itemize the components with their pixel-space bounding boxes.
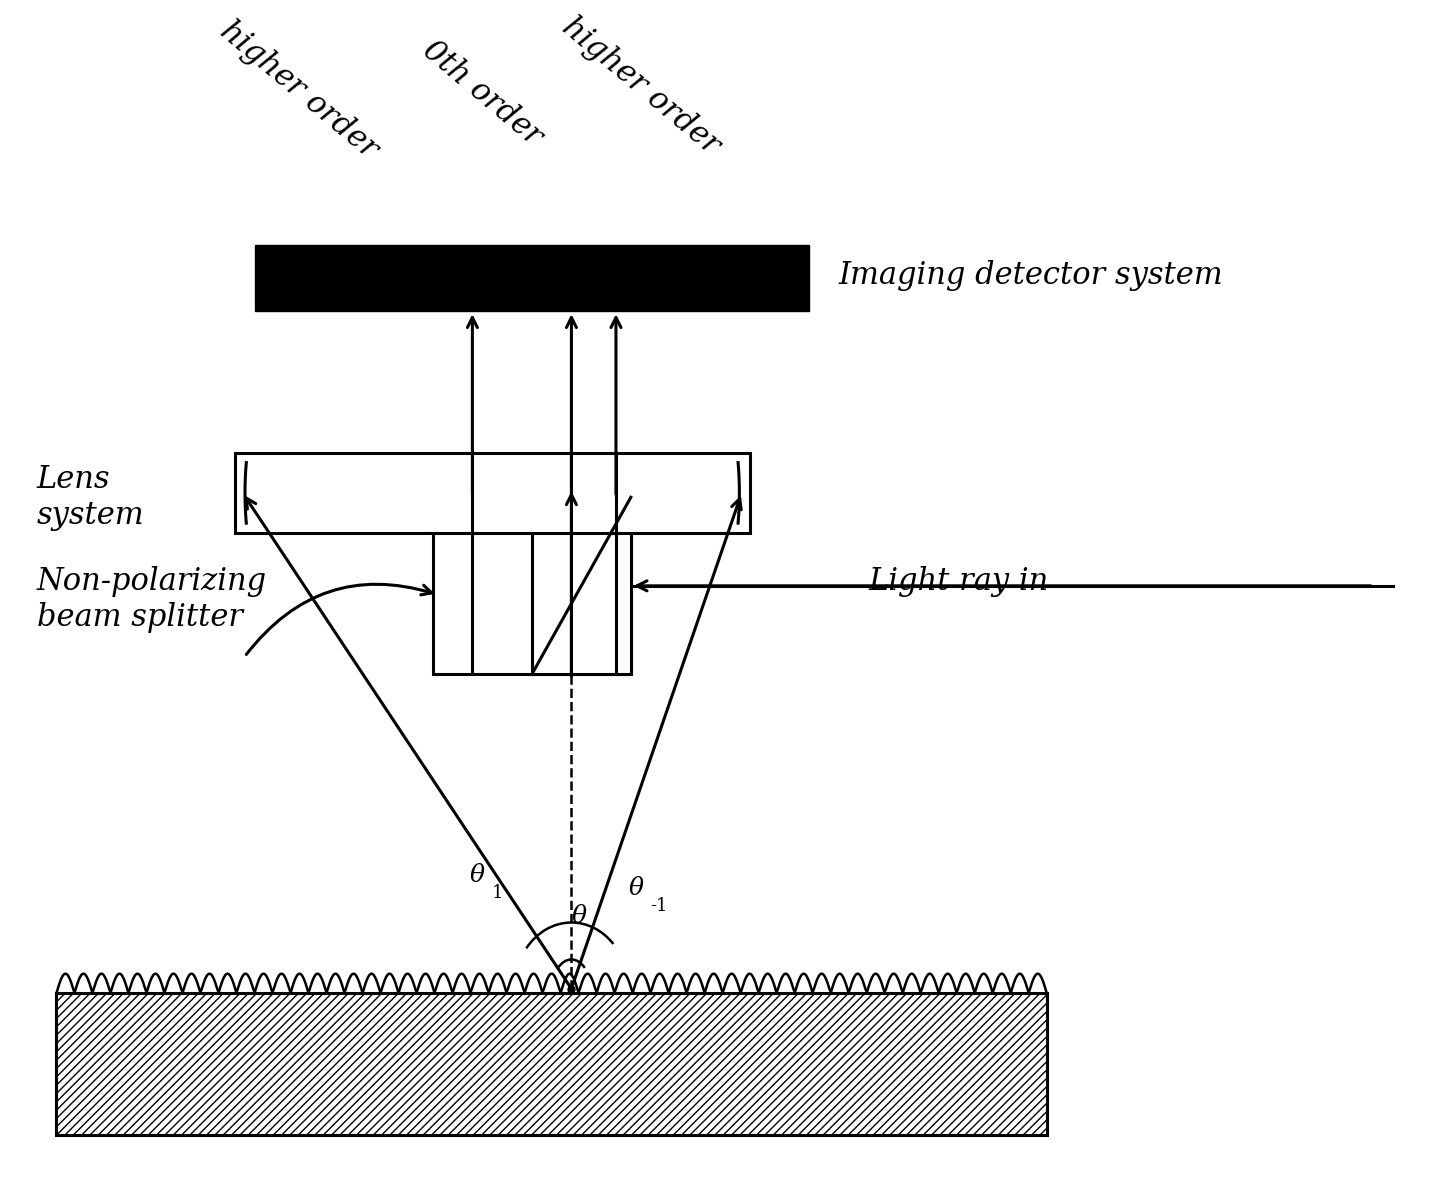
- Text: Lens
system: Lens system: [37, 464, 145, 530]
- Bar: [56, 993, 1046, 1135]
- Text: higher order: higher order: [555, 11, 726, 161]
- Text: 0th order: 0th order: [416, 34, 548, 152]
- Text: 1: 1: [492, 884, 504, 901]
- Text: θ: θ: [628, 878, 644, 900]
- Text: θ: θ: [572, 905, 587, 929]
- Bar: [432, 497, 631, 675]
- Bar: [532, 497, 631, 675]
- Text: Non-polarizing
beam splitter: Non-polarizing beam splitter: [37, 566, 266, 632]
- Text: higher order: higher order: [215, 15, 384, 165]
- Bar: [235, 453, 750, 533]
- Bar: [255, 246, 809, 312]
- Text: θ: θ: [469, 863, 485, 887]
- Text: Imaging detector system: Imaging detector system: [839, 261, 1224, 292]
- Text: -1: -1: [651, 897, 668, 916]
- Text: Light ray in: Light ray in: [869, 566, 1049, 597]
